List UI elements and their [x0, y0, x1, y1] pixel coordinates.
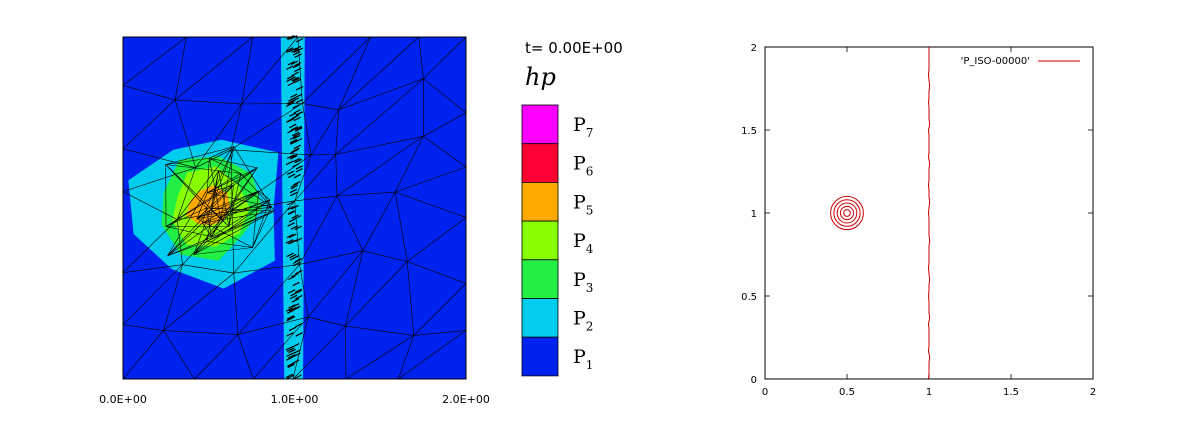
iso-contour-ring: [833, 199, 861, 227]
legend-label-p3: P3: [573, 269, 593, 295]
iso-line-interface: [927, 47, 931, 380]
mesh-frame: [122, 36, 467, 380]
x-tick-label: 0.5: [839, 387, 855, 398]
legend-letter: P: [573, 114, 586, 136]
left-x-tick-label: 0.0E+00: [99, 393, 147, 406]
legend-swatch-p1: [521, 336, 559, 377]
legend-letter: P: [573, 346, 586, 368]
right-axis-ticks: 0 0.5 1 1.5 2 0 0.5 1 1.5 2: [741, 43, 1096, 398]
legend-letter: P: [573, 230, 586, 252]
legend-label-p7: P7: [573, 114, 593, 140]
legend-subscript: 6: [586, 165, 594, 179]
left-x-tick-label: 2.0E+00: [442, 393, 490, 406]
legend-subscript: 1: [586, 358, 594, 372]
iso-contour-plot: 0 0.5 1 1.5 2 0 0.5 1 1.5 2 'P_ISO-00000': [741, 43, 1096, 398]
legend-subscript: 5: [586, 203, 594, 217]
iso-contour-ring: [843, 209, 851, 217]
iso-contour-ring: [839, 205, 855, 221]
legend-label-p2: P2: [573, 308, 593, 334]
iso-contour-ring: [830, 195, 864, 231]
y-tick-label: 2: [751, 43, 757, 54]
y-tick-label: 1: [751, 209, 757, 220]
legend-swatch-p3: [521, 259, 559, 299]
legend-swatch-p7: [521, 104, 559, 145]
y-tick-label: 0.5: [741, 292, 757, 303]
legend-swatch-p6: [521, 143, 559, 183]
legend-title: hp: [525, 63, 556, 91]
hp-mesh-plot: [122, 35, 467, 380]
legend-letter: P: [573, 191, 586, 213]
x-tick-label: 1.5: [1003, 387, 1019, 398]
y-tick-label: 0: [751, 375, 757, 386]
left-x-tick-label: 1.0E+00: [271, 393, 319, 406]
legend-letter: P: [573, 269, 586, 291]
legend-swatch-p5: [521, 181, 559, 222]
refined-interface-mesh: [285, 35, 304, 380]
legend-series-name: 'P_ISO-00000': [961, 56, 1030, 67]
x-tick-label: 1: [926, 387, 932, 398]
legend-subscript: 4: [586, 242, 594, 256]
legend-label-p1: P1: [573, 346, 593, 372]
legend-subscript: 3: [586, 281, 594, 295]
y-tick-label: 1.5: [741, 126, 757, 137]
legend-subscript: 2: [586, 320, 594, 334]
iso-contour-ring: [836, 202, 858, 224]
series-p-iso: [830, 47, 931, 380]
x-tick-label: 0: [762, 387, 768, 398]
legend-swatch-p4: [521, 220, 559, 261]
legend-swatch-p2: [521, 298, 559, 338]
legend-label-p5: P5: [573, 191, 593, 217]
legend-subscript: 7: [586, 126, 594, 140]
legend-label-p4: P4: [573, 230, 594, 256]
x-tick-label: 2: [1090, 387, 1096, 398]
right-legend: 'P_ISO-00000': [961, 56, 1080, 67]
legend-label-p6: P6: [573, 153, 593, 179]
left-x-ticks: 0.0E+00 1.0E+00 2.0E+00: [99, 393, 490, 406]
time-label: t= 0.00E+00: [525, 39, 623, 57]
legend-letter: P: [573, 308, 586, 330]
legend-letter: P: [573, 153, 586, 175]
